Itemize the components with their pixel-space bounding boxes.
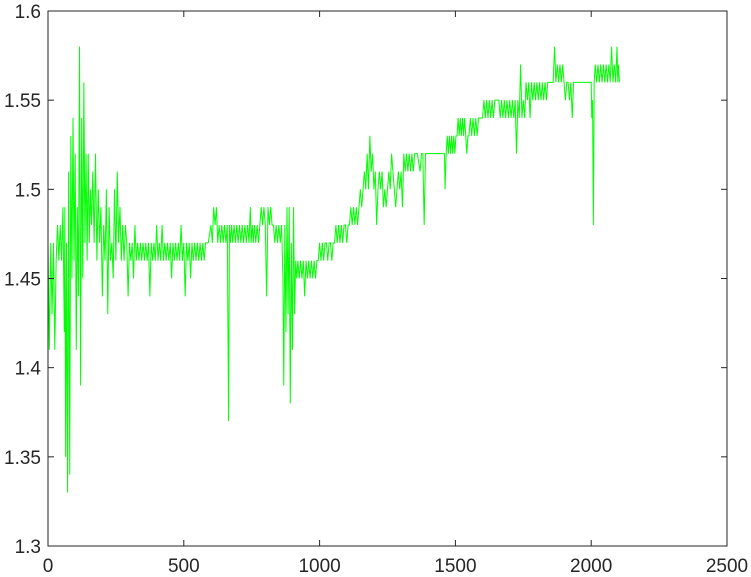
series-layer — [47, 46, 620, 493]
y-tick-label: 1.4 — [15, 359, 42, 380]
x-tick-label: 2500 — [706, 556, 748, 577]
y-tick-label: 1.3 — [15, 537, 41, 558]
y-tick-label: 1.5 — [15, 180, 41, 201]
y-axis: 1.3 1.35 1.4 1.45 1.5 1.55 1.6 — [4, 2, 41, 558]
x-tick-label: 1000 — [298, 556, 340, 577]
y-tick-label: 1.35 — [4, 448, 41, 469]
series-line — [47, 46, 620, 493]
y-tick-label: 1.45 — [4, 270, 41, 291]
x-tick-label: 500 — [168, 556, 200, 577]
plot-area — [48, 11, 727, 546]
x-tick-label: 1500 — [434, 556, 476, 577]
plot-frame — [47, 10, 728, 547]
x-axis: 0 500 1000 1500 2000 2500 — [43, 556, 748, 577]
y-tick-label: 1.55 — [4, 91, 41, 112]
x-tick-label: 2000 — [570, 556, 612, 577]
x-tick-label: 0 — [43, 556, 54, 577]
y-tick-label: 1.6 — [15, 2, 41, 23]
